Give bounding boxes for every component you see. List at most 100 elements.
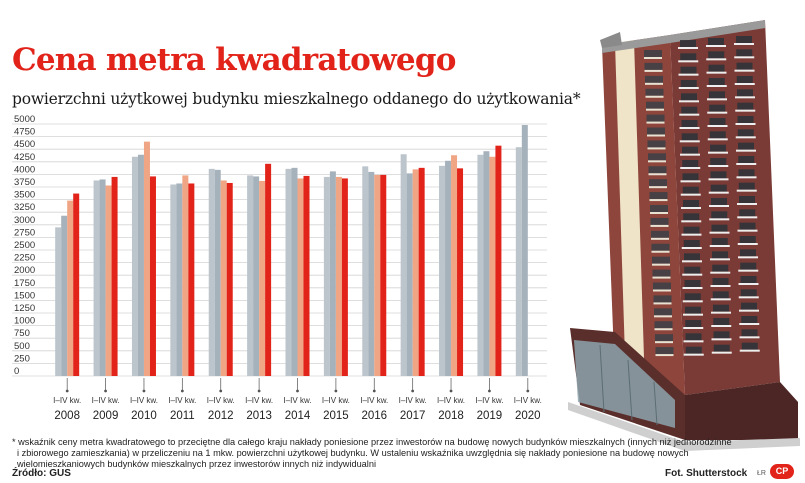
bar-2009-q3 (105, 185, 112, 376)
x-tick-dot (219, 389, 223, 393)
window (649, 192, 668, 200)
balcony (644, 57, 662, 59)
balcony (737, 216, 758, 219)
balcony (644, 69, 663, 72)
bar-2010-q1 (131, 156, 138, 376)
balcony (683, 353, 704, 356)
window (681, 120, 698, 127)
y-tick-label: 1750 (14, 278, 35, 289)
bar-2010-q4 (149, 176, 156, 376)
bar-2018-q4 (457, 168, 464, 376)
bar-2009-q1 (93, 180, 100, 376)
x-period-label: I–IV kw. (53, 396, 81, 405)
bar-2009-q4 (111, 176, 118, 376)
window (736, 49, 753, 57)
balcony (682, 260, 702, 263)
y-tick-label: 2000 (14, 265, 35, 276)
window (683, 200, 699, 207)
x-tick-dot (296, 389, 299, 393)
bar-2011-q2 (176, 183, 183, 376)
window (682, 160, 699, 167)
bar-2019-q2 (483, 151, 490, 376)
x-tick-dot (257, 389, 261, 393)
window (646, 114, 665, 122)
x-tick-dot (488, 389, 491, 393)
balcony (734, 43, 754, 45)
window (685, 320, 702, 327)
bar-2013-q2 (253, 176, 260, 376)
y-tick-label: 500 (14, 341, 30, 352)
balcony (734, 69, 755, 72)
balcony (711, 338, 732, 341)
window (685, 333, 702, 341)
window (712, 251, 728, 259)
balcony (710, 271, 731, 274)
window (680, 53, 697, 61)
footnote-line-3: wielomieszkaniowych budynków mieszkalnyc… (17, 458, 376, 469)
bar-2010-q2 (137, 154, 144, 376)
balcony (738, 269, 759, 272)
window (736, 76, 753, 83)
x-period-label: I–IV kw. (514, 396, 542, 405)
window (647, 127, 665, 135)
y-tick-label: 1500 (14, 290, 35, 301)
bar-2012-q4 (226, 182, 233, 376)
balcony (706, 85, 727, 87)
window (649, 179, 667, 187)
window (680, 40, 696, 47)
window (644, 50, 662, 57)
y-tick-label: 2250 (14, 253, 35, 264)
window (709, 104, 726, 112)
window (709, 131, 726, 139)
balcony (735, 109, 756, 112)
x-tick-dot (104, 389, 107, 393)
balcony (708, 178, 729, 181)
balcony (683, 327, 704, 329)
window (682, 186, 699, 194)
balcony (645, 95, 664, 98)
balcony (739, 336, 760, 339)
x-tick-dot (372, 389, 376, 393)
balcony (678, 47, 698, 49)
window (651, 230, 669, 238)
window (684, 266, 701, 274)
balcony (682, 273, 703, 276)
x-period-label: I–IV kw. (207, 396, 235, 405)
bar-2011-q1 (170, 184, 177, 376)
x-period-label: I–IV kw. (399, 396, 427, 405)
bar-2015-q2 (329, 171, 336, 376)
balcony (707, 138, 728, 141)
window (680, 80, 697, 87)
x-tick-dot (526, 389, 530, 393)
y-tick-label: 4750 (14, 127, 35, 138)
balcony (648, 160, 666, 163)
window (739, 209, 756, 217)
x-period-label: I–IV kw. (437, 396, 465, 405)
bar-2012-q1 (208, 168, 215, 376)
balcony (709, 205, 729, 207)
bar-2013-q4 (265, 163, 272, 376)
x-axis-ticks: I–IV kw. 2008 I–IV kw. 2009 I–IV kw. 2010 I–IV… (53, 378, 542, 422)
window (654, 308, 672, 316)
window (648, 166, 667, 174)
balcony (735, 96, 755, 99)
bar-2008-q2 (61, 215, 68, 376)
balcony (707, 98, 727, 101)
window (655, 347, 674, 355)
balcony (683, 340, 704, 343)
y-tick-label: 4500 (14, 139, 35, 150)
balcony (707, 125, 728, 127)
y-tick-label: 2500 (14, 240, 35, 251)
window (683, 226, 700, 234)
window (737, 116, 754, 123)
x-tick-dot (142, 389, 146, 393)
balcony (710, 298, 731, 301)
window (736, 62, 753, 70)
balcony (648, 173, 667, 176)
window (682, 173, 699, 181)
x-period-label: I–IV kw. (168, 396, 196, 405)
balcony (653, 289, 671, 292)
bar-2016-q3 (374, 174, 381, 376)
bar-2016-q1 (362, 166, 369, 376)
